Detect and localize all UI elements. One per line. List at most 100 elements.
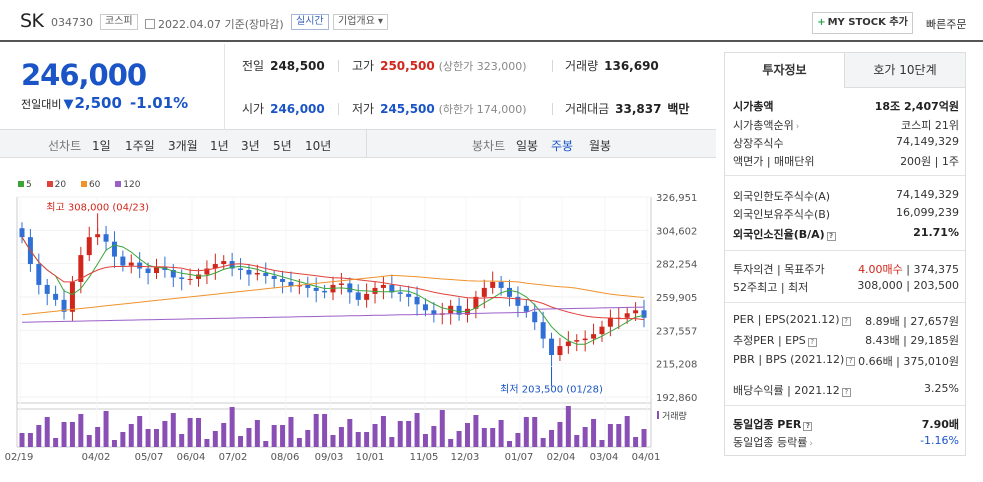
candle xyxy=(145,268,151,273)
line-chart-label[interactable]: 선차트 xyxy=(48,139,82,153)
help-icon[interactable]: ? xyxy=(803,422,813,431)
help-icon[interactable]: ? xyxy=(826,232,836,241)
quote-summary: 246,000 전일대비 ▼2,500 -1.01% 전일 248,500 고가 250… xyxy=(0,44,716,130)
candle xyxy=(153,267,159,273)
ma120-legend: 120 xyxy=(115,180,146,190)
candle xyxy=(641,310,647,318)
volume-bar xyxy=(633,437,639,447)
add-mystock-button[interactable]: + MY STOCK 추가 xyxy=(812,12,913,34)
volume-bar xyxy=(246,428,252,447)
volume-bar xyxy=(414,413,420,447)
candle xyxy=(288,281,294,287)
tab-daily[interactable]: 일봉 xyxy=(516,139,539,153)
tab-monthly[interactable]: 월봉 xyxy=(589,139,612,153)
x-tick-label: 08/06 xyxy=(271,452,300,463)
industry-per-row: 동일업종 PER? 7.90배 xyxy=(733,418,959,431)
tab-range-10y[interactable]: 10년 xyxy=(305,139,332,153)
tab-range-1w[interactable]: 1주일 xyxy=(125,139,155,153)
candle xyxy=(36,264,42,285)
candle xyxy=(422,304,428,311)
volume-bar xyxy=(263,441,269,447)
candle xyxy=(120,256,126,266)
down-triangle-icon: ▼ xyxy=(63,97,74,112)
volume-bar xyxy=(330,435,336,447)
candle xyxy=(540,322,546,339)
volume-bar xyxy=(431,426,437,447)
day-high: 고가 250,500 (상한가 323,000) xyxy=(352,59,527,73)
volume-bar xyxy=(111,440,117,447)
y-tick-label: 326,951 xyxy=(656,193,697,204)
volume-bar xyxy=(254,420,260,447)
volume-bar xyxy=(406,421,412,447)
volume-bar xyxy=(532,417,538,447)
help-icon[interactable]: ? xyxy=(807,338,817,347)
help-icon[interactable]: ? xyxy=(841,388,851,397)
x-tick-label: 04/01 xyxy=(632,452,661,463)
tab-investment-info[interactable]: 투자정보 xyxy=(725,53,844,88)
volume-bar xyxy=(137,416,143,447)
candle xyxy=(254,272,260,275)
volume-legend-swatch xyxy=(657,411,659,419)
tab-range-3m[interactable]: 3개월 xyxy=(168,139,198,153)
volume-bar xyxy=(204,439,210,447)
tab-range-3y[interactable]: 3년 xyxy=(241,139,260,153)
y-tick-label: 304,602 xyxy=(656,226,697,237)
x-tick-label: 09/03 xyxy=(315,452,344,463)
candle xyxy=(238,268,244,271)
volume-bar xyxy=(397,421,403,447)
ma60-line xyxy=(21,274,645,316)
volume-bar xyxy=(422,434,428,447)
volume-bar xyxy=(280,425,286,447)
candle xyxy=(103,234,109,242)
candle xyxy=(414,296,420,305)
help-icon[interactable]: ? xyxy=(841,317,851,326)
volume-bar xyxy=(557,422,563,447)
candle xyxy=(69,281,75,312)
price-chart[interactable]: 326,951 304,602 282,254 259,905 237,557 215,2… xyxy=(0,175,716,475)
volume-bar xyxy=(179,434,185,447)
candle xyxy=(263,272,269,276)
price-change: 전일대비 ▼2,500 -1.01% xyxy=(21,94,189,112)
tab-weekly[interactable]: 주봉 xyxy=(551,139,574,153)
investment-info-panel: 투자정보 호가 10단계 시가총액 18조 2,407억원 시가총액순위 › 코스피 … xyxy=(724,52,966,456)
candle xyxy=(481,287,487,297)
foreign-ratio-row: 외국인소진율(B/A)? 21.71% xyxy=(733,226,959,241)
volume-bar xyxy=(212,431,218,447)
candle xyxy=(170,270,176,278)
industry-change-row[interactable]: 동일업종 등락률 › -1.16% xyxy=(733,434,959,449)
volume-bar xyxy=(296,438,302,447)
market-badge: 코스피 xyxy=(100,14,138,30)
candle xyxy=(565,341,571,347)
tab-range-5y[interactable]: 5년 xyxy=(273,139,292,153)
volume-bar xyxy=(162,421,168,447)
candle xyxy=(246,270,252,275)
target-price-row: 투자의견 | 목표주가 4.00매수 | 374,375 xyxy=(733,263,959,276)
tab-orderbook[interactable]: 호가 10단계 xyxy=(844,53,965,88)
candle xyxy=(574,340,580,342)
volume-bar xyxy=(490,428,496,447)
help-icon[interactable]: ? xyxy=(846,357,856,366)
volume-bar xyxy=(372,424,378,447)
volume-bar xyxy=(128,424,134,447)
candle xyxy=(187,278,193,280)
company-overview-dropdown[interactable]: 기업개요 ▾ xyxy=(333,14,389,30)
realtime-badge[interactable]: 실시간 xyxy=(291,14,329,30)
candle xyxy=(607,317,613,327)
chevron-right-icon: › xyxy=(795,122,800,132)
volume-bar xyxy=(389,437,395,447)
market-cap-rank-row[interactable]: 시가총액순위 › 코스피 21위 xyxy=(733,119,959,132)
volume-bar xyxy=(607,424,613,447)
tab-range-1y[interactable]: 1년 xyxy=(210,139,229,153)
candle xyxy=(380,284,386,288)
candle xyxy=(19,228,25,238)
candle xyxy=(280,278,286,282)
candle-chart-label[interactable]: 봉차트 xyxy=(472,139,506,153)
candle xyxy=(355,292,361,300)
prev-close: 전일 248,500 xyxy=(242,59,325,73)
volume-bar xyxy=(473,415,479,447)
quick-order-link[interactable]: 빠른주문 xyxy=(926,18,967,31)
volume-bar xyxy=(498,420,504,447)
day-low: 저가 245,500 (하한가 174,000) xyxy=(352,102,527,116)
volume-bar xyxy=(271,425,277,447)
tab-range-1d[interactable]: 1일 xyxy=(92,139,111,153)
